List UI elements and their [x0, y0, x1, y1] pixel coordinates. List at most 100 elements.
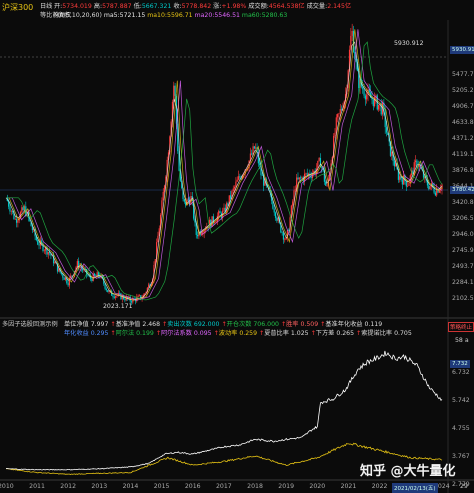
candle-body — [49, 252, 51, 254]
candle-body — [230, 195, 232, 199]
candle-body — [17, 220, 19, 223]
candle-body — [165, 176, 167, 186]
ma20-line — [6, 29, 443, 301]
candle-body — [416, 160, 418, 166]
candle-body — [212, 216, 215, 223]
candle-body — [241, 175, 244, 179]
candle-body — [37, 240, 39, 245]
candle-body — [290, 205, 292, 218]
candle-body — [14, 218, 16, 220]
candle-body — [315, 168, 318, 175]
year-label: 2012 — [60, 483, 77, 490]
candle-body — [108, 291, 110, 293]
candle-body — [42, 243, 44, 251]
candle-body — [405, 181, 407, 187]
candle-body — [163, 185, 166, 192]
candle-body — [392, 151, 394, 162]
candle-body — [121, 295, 123, 300]
candle-body — [64, 277, 67, 280]
candle-body — [310, 176, 312, 179]
year-label: 2011 — [29, 483, 45, 490]
candle-body — [233, 186, 236, 189]
candle-body — [280, 222, 282, 233]
candle-body — [351, 31, 353, 36]
candle-body — [384, 110, 386, 128]
candle-body — [425, 174, 427, 180]
candle-body — [350, 35, 352, 50]
candle-body — [232, 188, 234, 192]
candle-body — [150, 284, 152, 287]
candle-body — [428, 185, 430, 190]
strategy-stop-tag[interactable]: 策略终止 — [448, 322, 474, 332]
candle-body — [38, 244, 40, 246]
candle-body — [181, 180, 183, 189]
candle-body — [408, 182, 410, 186]
candle-body — [297, 177, 299, 180]
candle-body — [153, 264, 155, 280]
candle-body — [395, 162, 397, 167]
candle-body — [119, 293, 121, 294]
price-axis-label: 3206.564 — [452, 215, 474, 222]
candle-body — [148, 284, 150, 288]
adjust-label[interactable]: 等比前复权 — [40, 12, 71, 19]
candle-body — [422, 170, 425, 178]
candle-body — [272, 200, 274, 209]
candle-body — [330, 163, 332, 173]
candle-body — [259, 163, 261, 165]
period-label[interactable]: 日线 — [40, 3, 53, 10]
candle-body — [124, 299, 126, 301]
candle-body — [60, 272, 63, 275]
candle-body — [364, 95, 366, 100]
candle-body — [273, 208, 275, 213]
price-axis-label: 3644.140 — [452, 183, 474, 190]
candle-body — [63, 277, 65, 280]
candle-body — [363, 89, 365, 96]
candle-body — [437, 189, 439, 193]
candle-body — [186, 199, 188, 206]
candle-body — [403, 175, 405, 185]
candle-body — [31, 226, 34, 231]
candle-body — [79, 266, 81, 268]
candle-body — [35, 236, 37, 241]
watermark: 知乎 @大牛量化 — [360, 464, 456, 479]
candle-body — [251, 153, 253, 155]
price-axis-label: 5205.224 — [452, 87, 474, 94]
candle-body — [109, 290, 111, 292]
candle-body — [298, 177, 300, 180]
candle-body — [326, 185, 328, 187]
candle-body — [58, 268, 60, 272]
candle-body — [269, 190, 271, 194]
candle-body — [41, 240, 43, 244]
candle-body — [104, 283, 106, 289]
candle-body — [248, 160, 250, 169]
candle-body — [371, 97, 373, 100]
candle-body — [177, 123, 179, 152]
candle-body — [268, 185, 270, 191]
candle-body — [95, 275, 97, 276]
candle-body — [358, 70, 360, 88]
candle-body — [112, 295, 114, 297]
indicator-axis-label: 5.742 — [452, 397, 470, 404]
price-axis-label: 3876.837 — [452, 167, 474, 174]
price-axis-label: 5477.766 — [452, 71, 474, 78]
candle-body — [292, 201, 294, 206]
candle-body — [311, 173, 314, 179]
ma60-line — [6, 41, 443, 301]
candle-body — [342, 108, 344, 110]
min-price-label: 2023.171 — [103, 303, 133, 310]
indicator-axis-label: 3.767 — [452, 453, 470, 460]
candle-body — [338, 113, 340, 115]
candle-body — [169, 136, 171, 153]
candle-body — [397, 168, 399, 180]
candle-body — [391, 151, 393, 156]
price-axis-label: 4371.226 — [452, 135, 474, 142]
candle-body — [54, 261, 56, 264]
candle-body — [208, 219, 211, 229]
candle-body — [282, 232, 285, 240]
candle-body — [284, 239, 286, 241]
candle-body — [317, 160, 319, 169]
price-axis-label: 2493.767 — [452, 263, 474, 270]
candle-body — [117, 293, 119, 296]
candle-body — [441, 184, 443, 190]
